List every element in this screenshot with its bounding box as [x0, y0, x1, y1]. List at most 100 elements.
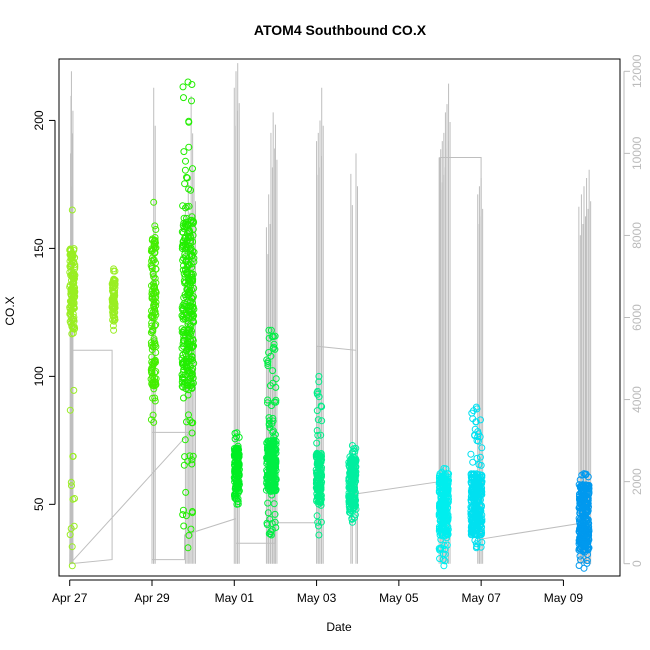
co-x-point — [111, 284, 119, 292]
co-x-point — [263, 356, 271, 364]
co-x-point — [180, 214, 188, 222]
co-x-point — [150, 385, 158, 393]
co-x-point — [268, 420, 276, 428]
co-x-point — [317, 518, 325, 526]
co-x-point — [187, 337, 195, 345]
co-x-point — [472, 418, 480, 426]
co-x-point — [189, 365, 197, 372]
co-x-point — [185, 202, 193, 210]
co-x-point — [478, 538, 486, 546]
co-x-point — [180, 380, 188, 388]
co-x-point — [583, 501, 591, 509]
co-x-point — [150, 314, 158, 322]
co-x-point — [152, 381, 160, 389]
co-x-point — [469, 458, 477, 466]
chart-title: ATOM4 Southbound CO.X — [254, 22, 427, 38]
co-x-point — [68, 562, 76, 570]
co-x-point — [317, 499, 325, 507]
co-x-point — [269, 414, 277, 422]
co-x-point — [473, 526, 481, 534]
co-x-point — [69, 329, 77, 337]
co-x-point — [579, 537, 587, 545]
co-x-point — [576, 509, 584, 517]
co-x-point — [575, 481, 583, 489]
co-x-point — [345, 493, 353, 501]
co-x-point — [264, 474, 272, 482]
co-x-point — [148, 368, 155, 376]
co-x-point — [179, 375, 186, 383]
co-x-point — [440, 465, 448, 472]
co-x-point — [151, 394, 159, 402]
y-axis-label: CO.X — [3, 296, 17, 325]
axes-layer: Apr 27 Apr 29 May 01 May 03 May 05 May 07 May … — [32, 54, 644, 605]
co-x-point — [313, 512, 321, 520]
co-x-point — [478, 502, 485, 510]
co-x-point — [444, 516, 452, 524]
co-x-point — [233, 500, 241, 508]
co-x-point — [189, 225, 197, 233]
co-x-point — [148, 254, 156, 262]
co-x-point — [188, 294, 196, 302]
co-x-point — [182, 363, 190, 371]
co-x-point — [151, 341, 159, 349]
co-x-point — [188, 509, 196, 517]
co-x-point — [182, 488, 190, 496]
co-x-point — [178, 304, 186, 312]
co-x-point — [183, 173, 190, 181]
co-x-point — [443, 486, 451, 494]
co-x-point — [271, 518, 279, 526]
right-tick-label: 0 — [630, 560, 644, 567]
co-x-point — [185, 118, 193, 126]
co-x-point — [268, 462, 276, 470]
co-x-point — [180, 94, 187, 102]
co-x-point — [186, 344, 194, 351]
co-x-point — [577, 490, 585, 497]
co-x-point — [178, 328, 186, 336]
co-x-point — [182, 218, 190, 226]
co-x-point — [150, 198, 158, 206]
co-x-point — [467, 450, 475, 458]
co-x-point — [180, 394, 187, 402]
secondary-trace-layer — [68, 63, 592, 565]
co-x-point — [185, 185, 193, 193]
co-x-point — [578, 503, 586, 511]
co-x-point — [444, 504, 452, 512]
co-x-point — [150, 237, 158, 245]
co-x-point — [69, 272, 77, 280]
co-x-point — [151, 397, 159, 405]
co-x-point — [272, 524, 280, 531]
right-tick-label: 8000 — [630, 222, 644, 249]
co-x-point — [151, 222, 159, 230]
co-x-point — [186, 302, 194, 309]
co-x-point — [269, 367, 277, 375]
co-x-point — [181, 166, 189, 174]
co-x-point — [470, 513, 478, 521]
right-tick-label: 4000 — [630, 386, 644, 413]
co-x-point — [264, 499, 272, 507]
co-x-point — [314, 431, 322, 439]
co-x-point — [190, 359, 198, 367]
co-x-point — [184, 291, 191, 299]
co-x-point — [580, 470, 588, 478]
co-x-point — [150, 240, 158, 248]
co-x-point — [183, 329, 191, 337]
co-x-point — [314, 459, 322, 467]
co-x-point — [149, 269, 157, 277]
co-x-point — [148, 257, 156, 265]
co-x-point — [189, 217, 197, 225]
co-x-point — [152, 321, 160, 329]
co-x-point — [179, 229, 187, 237]
co-x-point — [442, 485, 450, 493]
co-x-point — [270, 340, 278, 348]
co-x-point — [581, 490, 589, 498]
co-x-point — [67, 525, 75, 532]
co-x-point — [180, 148, 188, 156]
co-x-point — [351, 514, 358, 522]
co-x-point — [474, 537, 482, 545]
co-x-point — [152, 368, 160, 375]
co-x-point — [437, 498, 445, 506]
co-x-point — [435, 478, 443, 486]
co-x-point — [267, 326, 275, 334]
co-x-point — [178, 378, 186, 386]
co-x-point — [315, 485, 323, 493]
